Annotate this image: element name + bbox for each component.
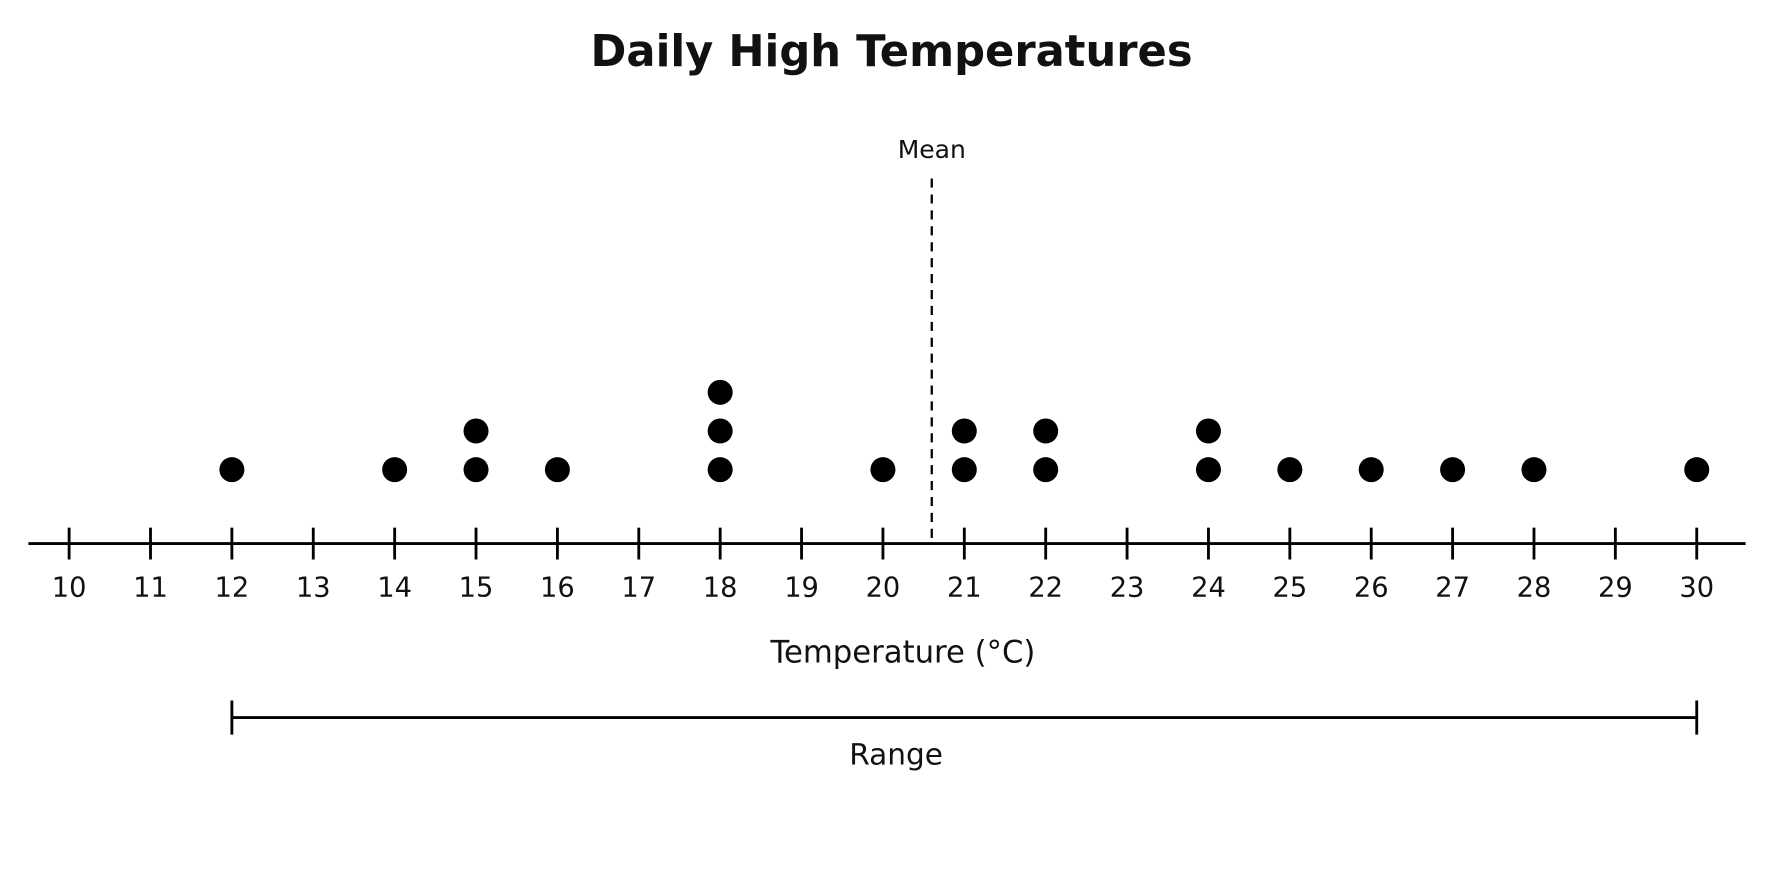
dot (1521, 457, 1547, 483)
x-tick-label: 12 (215, 573, 250, 604)
x-tick-label: 28 (1517, 573, 1552, 604)
x-tick-label: 26 (1354, 573, 1389, 604)
dot (1277, 457, 1303, 483)
x-tick-label: 30 (1679, 573, 1714, 604)
x-tick-label: 29 (1598, 573, 1633, 604)
x-tick-label: 14 (377, 573, 412, 604)
x-tick-label: 11 (133, 573, 168, 604)
dot (707, 418, 733, 444)
x-tick-label: 17 (621, 573, 656, 604)
dot (219, 457, 245, 483)
dot (1033, 457, 1059, 483)
dot (870, 457, 896, 483)
dot (1195, 457, 1221, 483)
x-tick-label: 13 (296, 573, 331, 604)
dot (707, 457, 733, 483)
dot (1033, 418, 1059, 444)
x-tick-label: 19 (784, 573, 819, 604)
dot (463, 418, 489, 444)
x-tick-label: 10 (52, 573, 87, 604)
x-tick-label: 24 (1191, 573, 1226, 604)
x-tick-label: 25 (1272, 573, 1307, 604)
x-tick-label: 15 (459, 573, 494, 604)
x-tick-label: 21 (947, 573, 982, 604)
dot (707, 379, 733, 405)
x-tick-label: 23 (1110, 573, 1145, 604)
dot (1358, 457, 1384, 483)
x-tick-label: 20 (866, 573, 901, 604)
dot (1195, 418, 1221, 444)
x-axis-label: Temperature (°C) (769, 635, 1035, 670)
dot (1684, 457, 1710, 483)
x-tick-label: 18 (703, 573, 738, 604)
mean-label: Mean (898, 135, 966, 164)
x-tick-label: 27 (1435, 573, 1470, 604)
chart-title: Daily High Temperatures (591, 27, 1193, 77)
dot (1440, 457, 1466, 483)
dot (463, 457, 489, 483)
dot (951, 418, 977, 444)
x-tick-label: 16 (540, 573, 575, 604)
range-label: Range (849, 738, 943, 772)
dot (382, 457, 408, 483)
dot (544, 457, 570, 483)
dot (951, 457, 977, 483)
x-tick-label: 22 (1028, 573, 1063, 604)
